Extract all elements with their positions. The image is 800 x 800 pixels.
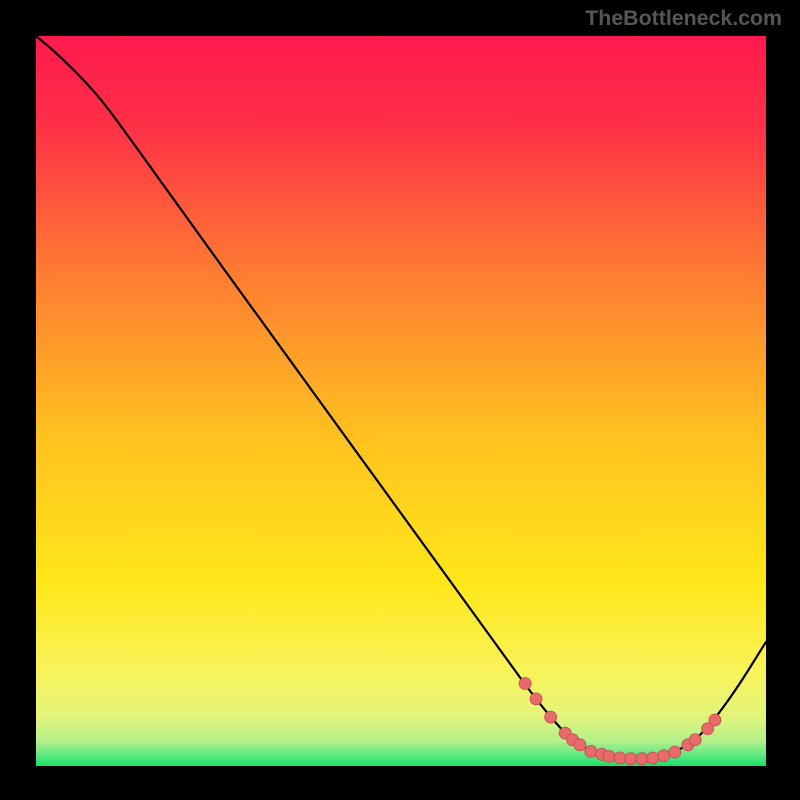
marker-point	[625, 753, 637, 765]
plot-area	[36, 36, 766, 766]
marker-point	[585, 745, 597, 757]
marker-point	[709, 714, 721, 726]
marker-point	[647, 752, 659, 764]
marker-point	[669, 746, 681, 758]
marker-group	[519, 678, 721, 765]
marker-point	[636, 753, 648, 765]
watermark-text: TheBottleneck.com	[585, 6, 782, 31]
marker-point	[603, 751, 615, 763]
marker-point	[545, 711, 557, 723]
marker-point	[689, 734, 701, 746]
marker-point	[530, 693, 542, 705]
chart-svg	[36, 36, 766, 766]
marker-point	[614, 752, 626, 764]
marker-point	[574, 739, 586, 751]
bottleneck-curve	[36, 36, 766, 759]
marker-point	[519, 678, 531, 690]
marker-point	[658, 750, 670, 762]
